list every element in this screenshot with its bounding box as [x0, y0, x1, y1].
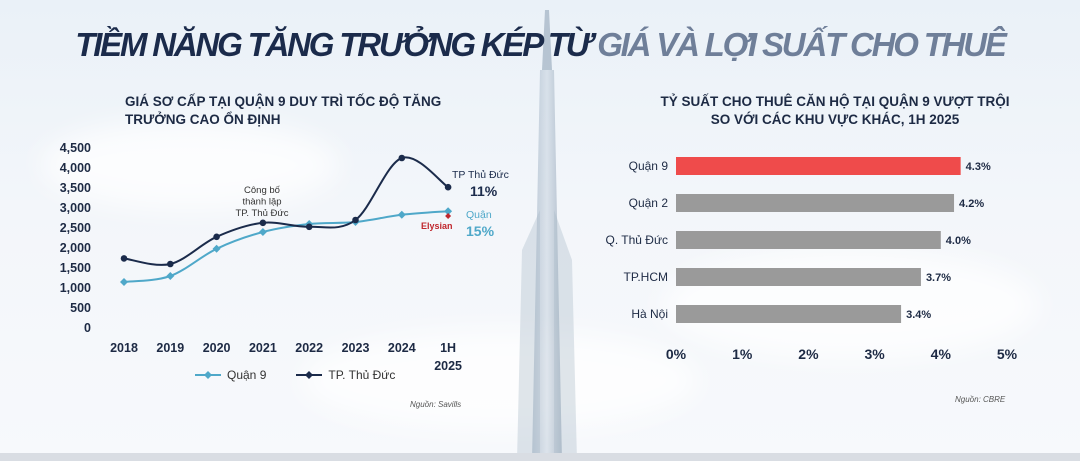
title-part-2: GIÁ VÀ LỢI SUẤT CHO THUÊ [597, 26, 1007, 63]
bar-value-label: 3.4% [906, 309, 931, 321]
data-point-quan9 [444, 207, 453, 216]
title-part-1: TIỀM NĂNG TĂNG TRƯỞNG KÉP TỪ [75, 26, 592, 63]
tp-thuduc-label: TP Thủ Đức [452, 169, 509, 181]
x-tick-label: 2020 [203, 341, 231, 355]
x-tick-label: 2019 [156, 341, 184, 355]
bar [676, 305, 902, 323]
data-point-thuduc [259, 219, 267, 227]
category-label: Q. Thủ Đức [606, 233, 669, 247]
data-point-quan9 [212, 244, 221, 253]
line-chart-legend: Quận 9 TP. Thủ Đức [195, 368, 395, 382]
legend-thuduc-marker-icon [296, 371, 323, 379]
y-tick-label: 500 [70, 301, 91, 315]
data-point-thuduc [120, 255, 128, 262]
y-tick-label: 1,500 [60, 261, 91, 275]
left-source-note: Nguồn: Savills [410, 400, 462, 409]
quan9-label: Quận [466, 209, 492, 221]
cloud-decoration [40, 120, 340, 210]
y-tick-label: 2,000 [60, 241, 91, 255]
data-point-thuduc [305, 223, 313, 231]
category-label: Quận 2 [629, 196, 669, 210]
data-point-quan9 [120, 278, 128, 286]
bar [676, 194, 955, 212]
page-title: TIỀM NĂNG TĂNG TRƯỞNG KÉP TỪ GIÁ VÀ LỢI … [0, 26, 1080, 64]
x-tick-label: 4% [931, 346, 952, 362]
legend-label-thuduc: TP. Thủ Đức [328, 368, 396, 382]
right-chart-title: TỶ SUẤT CHO THUÊ CĂN HỘ TẠI QUẬN 9 VƯỢT … [660, 94, 1010, 127]
bar-value-label: 3.7% [926, 272, 951, 284]
bottom-strip [0, 453, 1080, 461]
y-tick-label: 4,000 [60, 161, 91, 175]
data-point-thuduc [352, 216, 359, 224]
bar-value-label: 4.3% [966, 161, 991, 173]
data-point-quan9 [397, 210, 406, 219]
category-label: Hà Nội [631, 307, 668, 321]
bar-value-label: 4.2% [959, 198, 984, 210]
series-line-quan9 [123, 210, 449, 283]
bar [676, 157, 961, 175]
data-point-thuduc [167, 260, 174, 268]
elysian-label: Elysian [421, 221, 453, 231]
y-tick-label: 4,500 [60, 141, 91, 155]
x-tick-label: 2022 [295, 341, 323, 355]
bar [676, 231, 941, 249]
bar-chart: 0% 1% 2% 3% 4% 5% Quận 9 4.3% Quận 2 4.2% Q. Thủ Đ… [606, 157, 1018, 362]
cloud-decoration [300, 330, 700, 430]
line-chart: 0 500 1,000 1,500 2,000 2,500 3,000 3,500 4,000 4… [60, 141, 509, 373]
x-tick-label: 2018 [110, 341, 138, 355]
event-annotation: Công bố thành lập TP. Thủ Đức [235, 185, 288, 219]
bar [676, 268, 921, 286]
x-tick-label: 2% [798, 346, 819, 362]
x-tick-label: 0% [666, 346, 687, 362]
category-label: TP.HCM [624, 270, 668, 284]
quan9-growth: 15% [466, 223, 495, 239]
legend-quan9-marker-icon [195, 371, 221, 379]
y-tick-label: 1,000 [60, 281, 91, 295]
x-tick-label: 3% [864, 346, 885, 362]
tp-thuduc-growth: 11% [470, 183, 498, 199]
tower-illustration [517, 10, 577, 461]
x-tick-label: 2024 [388, 341, 416, 355]
x-tick-label: 1H 2025 [434, 341, 462, 373]
x-tick-label: 2023 [342, 341, 370, 355]
data-point-quan9 [166, 272, 175, 280]
data-point-thuduc [398, 154, 406, 162]
y-tick-label: 0 [84, 321, 91, 335]
category-label: Quận 9 [629, 159, 669, 173]
left-chart-title: GIÁ SƠ CẤP TẠI QUẬN 9 DUY TRÌ TỐC ĐỘ TĂN… [125, 94, 442, 127]
data-point-quan9 [258, 228, 267, 236]
legend-item-quan9: Quận 9 [195, 368, 266, 382]
x-tick-label: 1% [732, 346, 753, 362]
elysian-marker [445, 213, 452, 219]
right-source-note: Nguồn: CBRE [955, 395, 1006, 404]
series-line-thuduc [123, 156, 449, 266]
data-point-thuduc [213, 233, 220, 241]
legend-item-thuduc: TP. Thủ Đức [296, 368, 395, 382]
legend-label-quan9: Quận 9 [227, 368, 267, 382]
x-tick-label: 5% [997, 346, 1018, 362]
y-tick-label: 3,500 [60, 181, 91, 195]
bar-value-label: 4.0% [946, 235, 971, 247]
y-tick-label: 3,000 [60, 201, 91, 215]
x-tick-label: 2021 [249, 341, 277, 355]
y-tick-label: 2,500 [60, 221, 91, 235]
data-point-thuduc [444, 183, 452, 191]
